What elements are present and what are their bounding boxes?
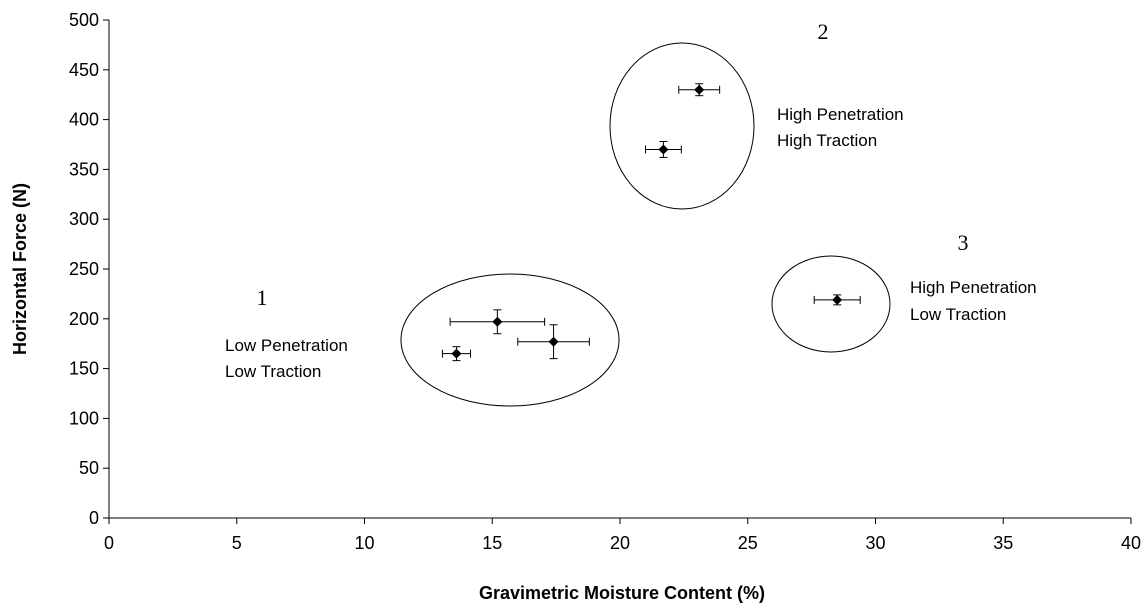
cluster-ellipse-1 [400, 273, 620, 407]
y-axis-title: Horizontal Force (N) [10, 183, 30, 355]
x-tick-label: 20 [610, 533, 630, 553]
group-label-1-line-1: Low Penetration [225, 336, 348, 355]
diamond-marker [832, 294, 843, 305]
x-tick-label: 10 [354, 533, 374, 553]
y-tick-label: 0 [89, 508, 99, 528]
group-number-3: 3 [958, 230, 969, 255]
x-tick-label: 5 [232, 533, 242, 553]
y-tick-label: 50 [79, 458, 99, 478]
data-point-1 [441, 346, 472, 362]
x-tick-label: 35 [993, 533, 1013, 553]
y-tick-label: 450 [69, 60, 99, 80]
diamond-marker [451, 348, 462, 359]
x-tick-label: 15 [482, 533, 502, 553]
y-tick-label: 200 [69, 309, 99, 329]
data-point-2 [449, 309, 546, 335]
diamond-marker [492, 316, 503, 327]
data-point-3 [517, 324, 590, 360]
y-tick-label: 250 [69, 259, 99, 279]
x-tick-label: 25 [738, 533, 758, 553]
x-tick-label: 40 [1121, 533, 1141, 553]
diamond-marker [548, 336, 559, 347]
group-label-2-line-1: High Penetration [777, 105, 904, 124]
y-tick-label: 300 [69, 209, 99, 229]
y-tick-label: 350 [69, 159, 99, 179]
x-axis-title: Gravimetric Moisture Content (%) [479, 583, 765, 603]
y-tick-label: 500 [69, 10, 99, 30]
diamond-marker [658, 144, 669, 155]
data-points [441, 83, 861, 362]
y-tick-label: 150 [69, 359, 99, 379]
x-tick-label: 0 [104, 533, 114, 553]
data-point-5 [678, 83, 721, 97]
x-tick-label: 30 [865, 533, 885, 553]
ticks: 0 50 100 150 200 250 300 350 400 450 500 0 5 10 15 20 25… [69, 10, 1141, 553]
y-tick-label: 100 [69, 408, 99, 428]
group-label-1-line-2: Low Traction [225, 362, 321, 381]
cluster-ellipse-2 [609, 42, 755, 210]
data-point-6 [813, 294, 861, 306]
y-tick-label: 400 [69, 110, 99, 130]
group-label-3-line-1: High Penetration [910, 278, 1037, 297]
diamond-marker [694, 84, 705, 95]
group-number-2: 2 [818, 19, 829, 44]
group-label-3-line-2: Low Traction [910, 305, 1006, 324]
cluster-ellipse-3 [771, 255, 891, 353]
group-label-2-line-2: High Traction [777, 131, 877, 150]
data-point-4 [645, 141, 682, 158]
axes [108, 20, 1131, 519]
cluster-ellipses [400, 42, 891, 407]
group-number-1: 1 [257, 285, 268, 310]
